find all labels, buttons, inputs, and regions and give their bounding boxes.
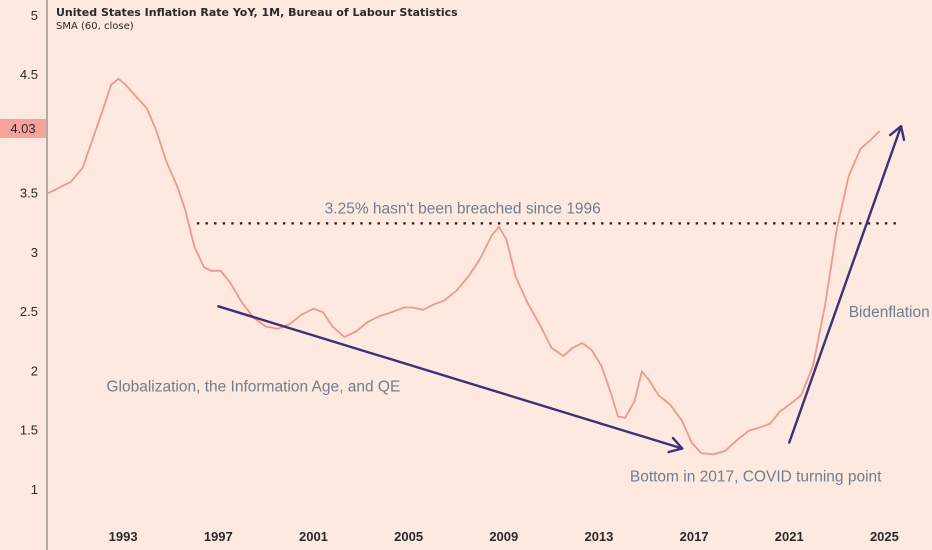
x-tick-label: 2009 (489, 529, 518, 544)
chart-annotation: Globalization, the Information Age, and … (106, 379, 400, 396)
x-tick-label: 2021 (775, 529, 804, 544)
y-tick-label: 3 (31, 245, 38, 260)
indicator-label: SMA (60, close) (56, 21, 134, 32)
x-tick-label: 1993 (109, 529, 138, 544)
x-tick-label: 2001 (299, 529, 328, 544)
x-tick-label: 1997 (204, 529, 233, 544)
x-tick-label: 2013 (584, 529, 613, 544)
x-axis-ticks: 1993 1997 2001 2005 2009 2013 2017 2021 2025 (109, 529, 899, 544)
y-tick-label: 3.5 (20, 186, 38, 201)
price-badge: 4.03 (0, 119, 46, 138)
trend-arrows (217, 124, 906, 454)
chart-title: United States Inflation Rate YoY, 1M, Bu… (56, 6, 458, 19)
y-tick-label: 1 (31, 482, 38, 497)
x-tick-label: 2005 (394, 529, 423, 544)
chart-annotations: Globalization, the Information Age, and … (106, 304, 929, 486)
chart-annotation: Bottom in 2017, COVID turning point (630, 469, 882, 486)
reference-line-label: 3.25% hasn't been breached since 1996 (325, 200, 601, 217)
trend-arrow-1 (217, 305, 684, 454)
y-tick-label: 5 (31, 8, 38, 23)
y-tick-label: 1.5 (20, 423, 38, 438)
x-tick-label: 2025 (870, 529, 899, 544)
chart-annotation: Bidenflation (849, 304, 930, 321)
series-line-sma60 (46, 77, 881, 456)
y-axis-ticks: 1 1.5 2 2.5 3 3.5 4.5 5 (20, 8, 38, 497)
y-tick-label: 2 (31, 363, 38, 378)
y-tick-label: 2.5 (20, 304, 38, 319)
x-tick-label: 2017 (680, 529, 709, 544)
trend-arrow-2 (788, 124, 906, 444)
y-tick-label: 4.5 (20, 67, 38, 82)
